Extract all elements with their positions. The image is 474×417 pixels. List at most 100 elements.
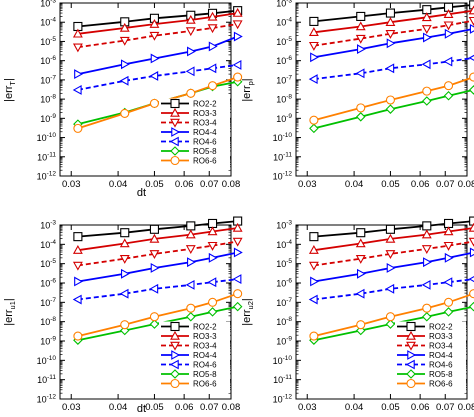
series-ro3-4 bbox=[72, 237, 243, 271]
data-point bbox=[186, 311, 196, 322]
y-tick-label: 10-3 bbox=[40, 220, 56, 231]
data-point bbox=[186, 221, 196, 231]
series-line bbox=[313, 19, 474, 47]
data-point bbox=[468, 54, 474, 61]
y-tick-label: 10-4 bbox=[40, 17, 56, 28]
legend-label: RO4-4 bbox=[429, 351, 453, 360]
data-point bbox=[149, 250, 160, 260]
data-point bbox=[385, 319, 396, 329]
data-point bbox=[72, 43, 83, 53]
data-point bbox=[119, 36, 130, 46]
data-point bbox=[149, 224, 159, 234]
series-line bbox=[313, 240, 474, 267]
series-line bbox=[77, 23, 238, 49]
legend-background bbox=[395, 321, 466, 393]
y-tick-label: 10-10 bbox=[273, 355, 293, 366]
series-line bbox=[77, 305, 238, 342]
data-point bbox=[385, 95, 395, 105]
series-ro3-3 bbox=[72, 222, 243, 254]
data-point bbox=[120, 59, 130, 70]
x-tick-label: 0.07 bbox=[436, 402, 455, 413]
y-tick-label: 10-5 bbox=[40, 36, 56, 47]
data-point bbox=[185, 66, 195, 77]
data-point bbox=[356, 268, 366, 279]
data-point bbox=[72, 28, 83, 38]
series-line bbox=[313, 251, 474, 283]
x-tick-label: 0.08 bbox=[458, 179, 474, 190]
series-line bbox=[313, 57, 474, 80]
data-point bbox=[443, 56, 453, 67]
data-point bbox=[422, 96, 432, 106]
legend-label: RO5-8 bbox=[193, 370, 217, 379]
data-point bbox=[443, 307, 454, 317]
data-point bbox=[469, 23, 474, 34]
legend-label: RO5-8 bbox=[193, 147, 217, 156]
data-point bbox=[385, 104, 396, 114]
data-point bbox=[232, 20, 243, 30]
data-point bbox=[469, 72, 474, 82]
data-point bbox=[186, 88, 196, 98]
series-line bbox=[77, 35, 238, 75]
data-point bbox=[232, 59, 242, 70]
data-point bbox=[443, 241, 454, 251]
panel-4: 10-12 10-11 10-10 10-9 10-8 10-7 10-6 10-5 10-4 1… bbox=[241, 216, 474, 413]
legend-label: RO3-4 bbox=[429, 342, 453, 351]
x-tick-label: 0.04 bbox=[109, 179, 128, 190]
y-tick-label: 10-3 bbox=[40, 0, 56, 9]
data-point bbox=[149, 71, 159, 81]
data-point bbox=[73, 331, 83, 341]
y-tick-label: 10-10 bbox=[37, 355, 57, 366]
x-tick-label: 0.03 bbox=[298, 179, 317, 190]
legend-marker bbox=[170, 341, 180, 351]
data-point bbox=[422, 221, 432, 231]
legend-label: RO3-4 bbox=[193, 119, 217, 128]
y-tick-label: 10-5 bbox=[40, 258, 56, 269]
x-tick-label: 0.07 bbox=[436, 179, 455, 190]
y-tick-label: 10-11 bbox=[273, 374, 292, 385]
x-tick-label: 0.08 bbox=[458, 402, 474, 413]
data-point bbox=[207, 63, 217, 74]
data-point bbox=[150, 263, 160, 273]
data-point bbox=[309, 16, 319, 26]
legend-label: RO3-3 bbox=[193, 109, 217, 118]
data-point bbox=[385, 283, 395, 294]
y-axis-label: |erru1| bbox=[3, 298, 17, 326]
data-point bbox=[186, 303, 196, 313]
legend-marker bbox=[170, 378, 180, 389]
data-point bbox=[119, 75, 129, 86]
y-axis-label: |erru2| bbox=[241, 298, 255, 326]
data-point bbox=[149, 312, 159, 322]
y-tick-label: 10-12 bbox=[37, 171, 57, 182]
data-point bbox=[119, 238, 130, 248]
legend-marker bbox=[170, 118, 180, 128]
data-point bbox=[309, 115, 319, 125]
legend-marker bbox=[171, 127, 181, 137]
series-line bbox=[313, 278, 474, 301]
data-point bbox=[120, 320, 130, 330]
data-point bbox=[385, 30, 396, 39]
plot-frame bbox=[295, 2, 468, 177]
series-line bbox=[77, 240, 238, 267]
y-tick-label: 10-8 bbox=[276, 94, 292, 105]
y-tick-label: 10-6 bbox=[276, 55, 292, 66]
legend-label: RO4-6 bbox=[193, 138, 217, 147]
x-tick-label: 0.04 bbox=[109, 402, 128, 413]
data-point bbox=[469, 247, 474, 258]
data-point bbox=[120, 228, 130, 238]
data-point bbox=[468, 237, 474, 247]
data-point bbox=[443, 9, 454, 18]
y-tick-label: 10-8 bbox=[276, 316, 292, 327]
data-point bbox=[356, 103, 366, 113]
data-point bbox=[421, 279, 431, 290]
data-point bbox=[308, 41, 319, 51]
data-point bbox=[309, 123, 319, 134]
data-point bbox=[73, 123, 83, 133]
data-point bbox=[233, 31, 243, 42]
series-ro4-4 bbox=[310, 247, 474, 287]
data-point bbox=[356, 11, 366, 21]
data-point bbox=[356, 320, 366, 330]
data-point bbox=[422, 303, 432, 313]
data-point bbox=[443, 218, 454, 229]
data-point bbox=[119, 288, 129, 299]
data-point bbox=[73, 232, 83, 242]
